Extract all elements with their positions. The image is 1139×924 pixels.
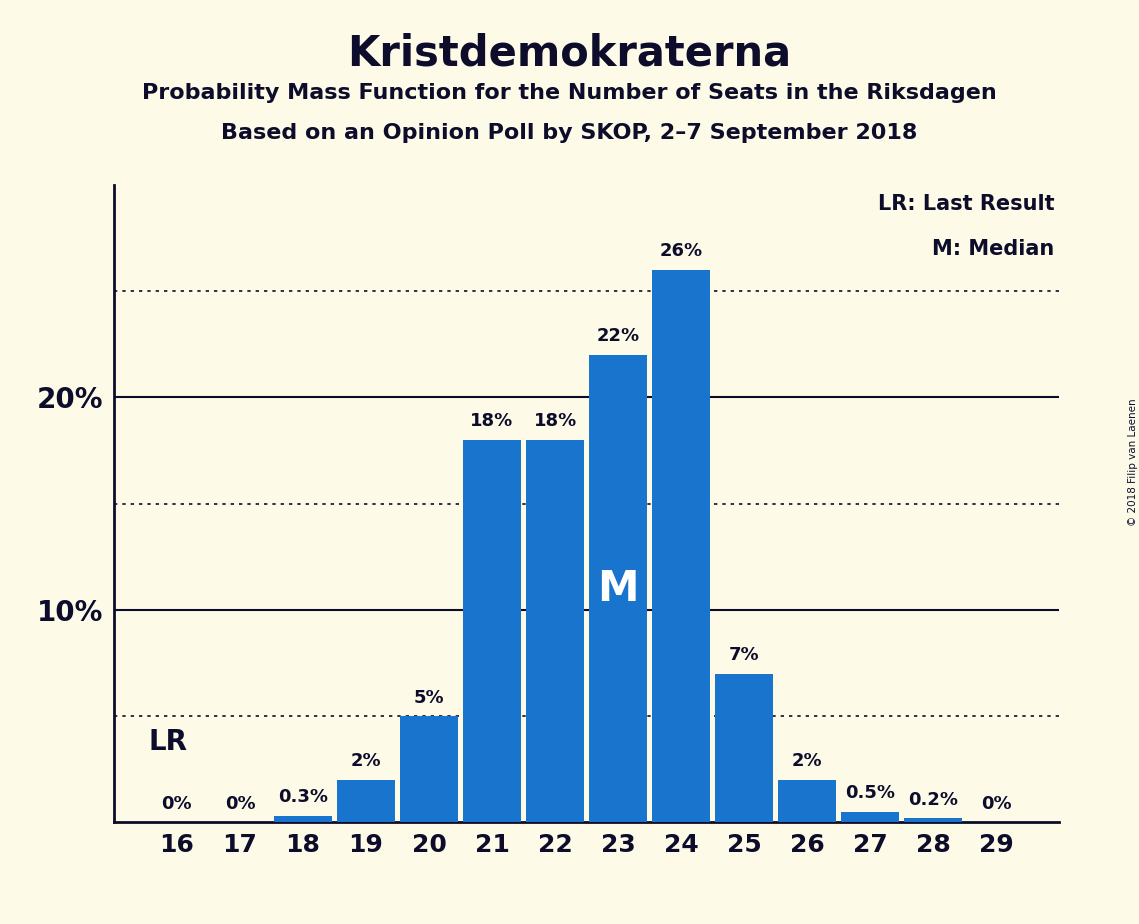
Text: M: M (597, 567, 639, 610)
Text: Based on an Opinion Poll by SKOP, 2–7 September 2018: Based on an Opinion Poll by SKOP, 2–7 Se… (221, 123, 918, 143)
Text: 0%: 0% (224, 795, 255, 813)
Text: 2%: 2% (351, 752, 382, 771)
Bar (653, 270, 710, 822)
Text: 0.3%: 0.3% (278, 788, 328, 807)
Text: 18%: 18% (470, 412, 514, 431)
Bar (464, 440, 521, 822)
Bar (337, 780, 395, 822)
Text: LR: Last Result: LR: Last Result (878, 194, 1055, 214)
Text: 0%: 0% (162, 795, 192, 813)
Text: 7%: 7% (729, 646, 760, 664)
Text: 2%: 2% (792, 752, 822, 771)
Bar (274, 816, 331, 822)
Text: 22%: 22% (597, 327, 640, 346)
Bar (589, 355, 647, 822)
Text: Probability Mass Function for the Number of Seats in the Riksdagen: Probability Mass Function for the Number… (142, 83, 997, 103)
Bar (715, 674, 773, 822)
Bar (526, 440, 584, 822)
Text: 0%: 0% (981, 795, 1011, 813)
Bar (842, 812, 899, 822)
Text: LR: LR (148, 727, 188, 756)
Text: © 2018 Filip van Laenen: © 2018 Filip van Laenen (1129, 398, 1138, 526)
Text: 18%: 18% (533, 412, 576, 431)
Text: Kristdemokraterna: Kristdemokraterna (347, 32, 792, 74)
Text: M: Median: M: Median (933, 239, 1055, 259)
Text: 26%: 26% (659, 242, 703, 261)
Text: 5%: 5% (413, 688, 444, 707)
Bar (778, 780, 836, 822)
Text: 0.2%: 0.2% (908, 791, 958, 808)
Text: 0.5%: 0.5% (845, 784, 895, 802)
Bar (400, 716, 458, 822)
Bar (904, 818, 962, 822)
